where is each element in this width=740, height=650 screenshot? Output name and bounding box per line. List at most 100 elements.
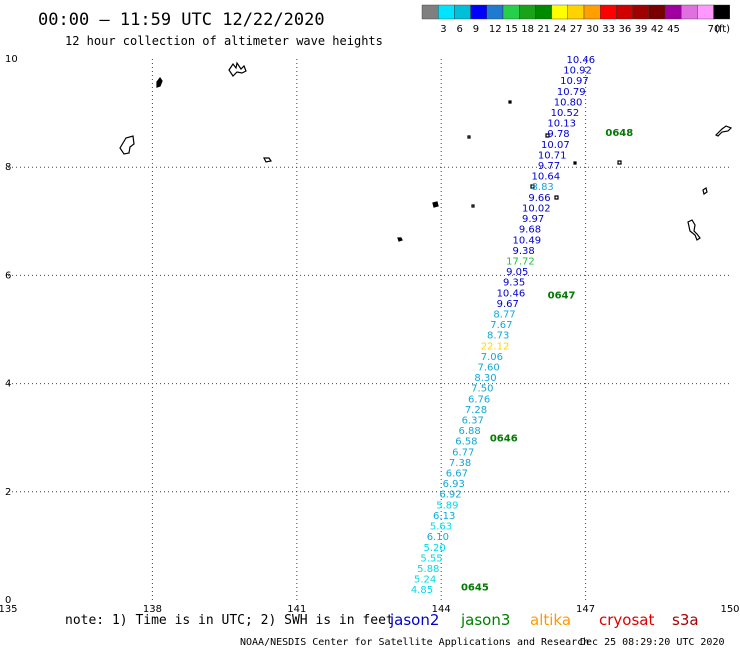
colorbar-label: 36 [619,24,632,35]
y-tick-label: 2 [5,487,11,498]
swh-value: 5.89 [436,500,458,511]
swh-value: 7.28 [465,405,487,416]
swh-value: 8.77 [493,309,515,320]
time-label: 0646 [490,434,518,445]
colorbar-swatch [519,4,536,20]
colorbar-swatch [438,4,455,20]
swh-value: 8.83 [532,182,554,193]
x-tick-label: 147 [576,604,595,615]
satellite-legend-item: s3a [672,611,699,629]
swh-value: 9.77 [538,161,560,172]
time-label: 0645 [461,582,489,593]
colorbar-label: 33 [602,24,615,35]
swh-value: 7.06 [481,352,503,363]
page-subtitle: 12 hour collection of altimeter wave hei… [65,34,383,48]
swh-value: 8.73 [487,331,509,342]
colorbar-label: 12 [489,24,502,35]
colorbar-label: 27 [570,24,583,35]
swh-value: 6.58 [455,437,477,448]
colorbar-swatch [648,4,666,20]
swh-value: 6.92 [439,490,461,501]
credit-text: NOAA/NESDIS Center for Satellite Applica… [240,637,589,648]
swh-value: 9.67 [497,299,519,310]
jason2-track: 4.855.245.885.555.206.105.636.135.896.92… [411,55,595,596]
timestamp-text: Dec 25 08:29:20 UTC 2020 [580,637,725,648]
colorbar-swatch [486,4,504,20]
swh-value: 9.68 [519,225,541,236]
x-tick-label: 138 [143,604,162,615]
x-tick-label: 144 [432,604,451,615]
colorbar-swatch [502,4,520,20]
page-title: 00:00 – 11:59 UTC 12/22/2020 [38,10,325,30]
y-tick-label: 4 [5,379,11,390]
swh-value: 6.13 [433,511,455,522]
swh-value: 10.46 [497,288,526,299]
swh-value: 22.12 [481,341,510,352]
y-tick-label: 10 [5,54,18,65]
satellite-legend-item: cryosat [599,611,654,629]
swh-value: 5.20 [424,543,446,554]
swh-value: 9.66 [528,193,550,204]
colorbar-label: 21 [538,24,551,35]
satellite-legend: jason2 jason3 altika cryosat s3a [389,611,699,629]
swh-value: 8.30 [474,373,496,384]
color-legend: 3 6 9 12 15 18 21 24 27 30 33 36 39 42 45 70(ft) [421,4,730,35]
colorbar-label: 30 [586,24,599,35]
swh-value: 5.88 [417,564,439,575]
y-tick-label: 8 [5,162,11,173]
swh-value: 10.07 [541,140,570,151]
satellite-legend-item: jason3 [460,611,510,629]
swh-value: 10.97 [560,76,589,87]
colorbar-swatch [681,4,698,20]
colorbar-label: 6 [457,24,463,35]
swh-value: 5.24 [414,575,436,586]
swh-value: 17.72 [506,256,535,267]
time-label: 0647 [548,290,576,301]
colorbar-swatch [421,4,439,20]
swh-value: 9.97 [522,214,544,225]
colorbar-label: 24 [554,24,567,35]
plot-area [8,59,730,600]
time-label: 0648 [605,128,633,139]
satellite-legend-item: altika [530,611,571,629]
swh-value: 10.46 [566,55,595,66]
swh-value: 10.52 [551,108,580,119]
colorbar-label: 45 [667,24,680,35]
swh-value: 10.13 [547,119,576,130]
swh-value: 10.49 [512,235,541,246]
colorbar-swatch [664,4,682,20]
colorbar-swatch [454,4,471,20]
note-text: note: 1) Time is in UTC; 2) SWH is in fe… [65,613,394,628]
swh-value: 7.67 [490,320,512,331]
swh-value: 7.50 [471,384,493,395]
colorbar-swatch [551,4,568,20]
swh-value: 6.93 [443,479,465,490]
colorbar-swatch [632,4,649,20]
colorbar-swatch [470,4,488,20]
colorbar-label: 3 [440,24,446,35]
y-tick-label: 0 [5,595,11,606]
colorbar-label: 70 [708,24,721,35]
swh-value: 6.37 [462,416,484,427]
x-tick-label: 135 [0,604,18,615]
land-outlines [119,61,733,242]
colorbar-label: 15 [505,24,518,35]
colorbar-swatch [567,4,585,20]
swh-value: 10.64 [532,172,561,183]
swh-value: 10.92 [563,66,592,77]
swh-value: 5.55 [420,553,442,564]
colorbar-label: 18 [521,24,534,35]
swh-value: 9.78 [547,129,569,140]
y-tick-label: 6 [5,270,11,281]
swh-value: 6.67 [446,469,468,480]
swh-value: 6.10 [427,532,449,543]
colorbar-swatch [616,4,633,20]
swh-value: 4.85 [411,585,433,596]
swh-value: 9.35 [503,278,525,289]
swh-value: 7.60 [478,363,500,374]
swh-value: 7.38 [449,458,471,469]
colorbar-swatch [535,4,552,20]
swh-value: 6.88 [458,426,480,437]
colorbar-label: 9 [473,24,479,35]
